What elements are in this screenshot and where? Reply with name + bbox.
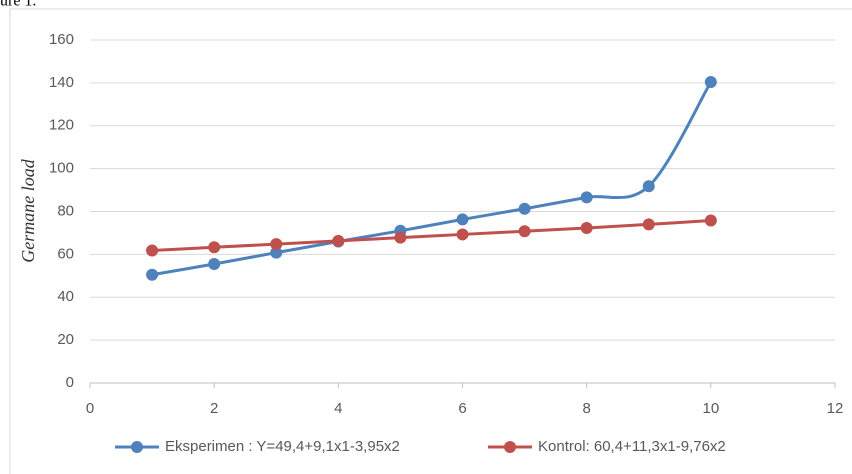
caption-fragment: ure 1. (0, 0, 36, 10)
data-point (642, 218, 655, 231)
data-point (394, 231, 407, 244)
x-tick-label: 10 (702, 400, 719, 417)
legend-marker (504, 441, 516, 453)
data-point (642, 180, 655, 193)
y-tick-label: 140 (49, 74, 74, 91)
y-tick-label: 60 (57, 245, 74, 262)
legend-label: Eksperimen : Y=49,4+9,1x1-3,95x2 (165, 438, 400, 455)
data-point (146, 244, 159, 257)
legend-label: Kontrol: 60,4+11,3x1-9,76x2 (538, 438, 726, 455)
y-tick-label: 100 (49, 160, 74, 177)
data-point (146, 268, 159, 281)
legend-marker (131, 441, 143, 453)
data-point (704, 76, 717, 89)
data-point (518, 225, 531, 238)
data-point (704, 214, 717, 227)
x-tick-label: 2 (210, 400, 218, 417)
data-point (456, 228, 469, 241)
series-line (152, 219, 711, 253)
y-axis-label: Germane load (18, 158, 38, 262)
x-tick-label: 4 (334, 400, 342, 417)
y-tick-label: 40 (57, 288, 74, 305)
data-point (208, 258, 221, 271)
y-tick-label: 20 (57, 331, 74, 348)
data-point (270, 246, 283, 259)
x-tick-label: 12 (827, 400, 844, 417)
data-point (456, 213, 469, 226)
x-tick-label: 8 (582, 400, 590, 417)
data-point (580, 191, 593, 204)
y-tick-label: 120 (49, 117, 74, 134)
series-line (151, 81, 713, 277)
y-tick-label: 80 (57, 202, 74, 219)
y-tick-label: 0 (66, 374, 74, 391)
data-point (208, 241, 221, 254)
x-tick-label: 6 (458, 400, 466, 417)
x-tick-label: 0 (86, 400, 94, 417)
data-point (270, 238, 283, 251)
data-point (518, 202, 531, 215)
data-point (332, 234, 345, 247)
data-point (580, 222, 593, 235)
y-tick-label: 160 (49, 31, 74, 48)
